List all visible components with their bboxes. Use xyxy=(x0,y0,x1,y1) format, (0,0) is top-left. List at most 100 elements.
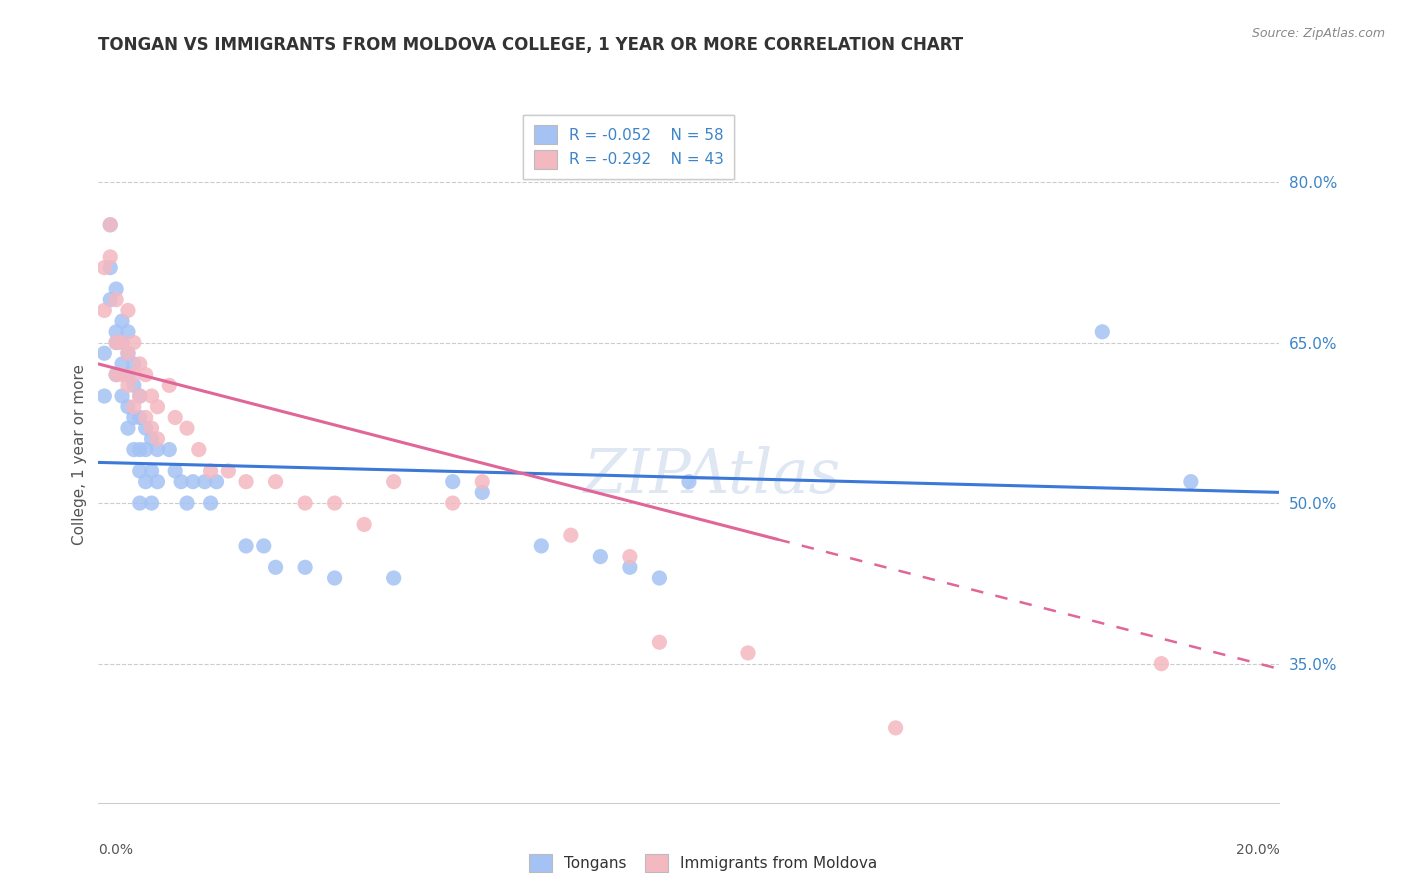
Point xyxy=(165,464,187,478)
Point xyxy=(146,432,169,446)
Point xyxy=(165,410,187,425)
Point xyxy=(105,282,128,296)
Point xyxy=(530,539,553,553)
Point xyxy=(111,335,134,350)
Point xyxy=(117,400,139,414)
Point xyxy=(128,442,150,457)
Point xyxy=(105,335,128,350)
Point xyxy=(98,250,121,264)
Point xyxy=(122,442,145,457)
Point xyxy=(111,368,134,382)
Point xyxy=(122,335,145,350)
Point xyxy=(471,485,494,500)
Point xyxy=(170,475,193,489)
Point xyxy=(157,442,180,457)
Point xyxy=(194,475,217,489)
Point xyxy=(128,357,150,371)
Point xyxy=(117,325,139,339)
Point xyxy=(1150,657,1173,671)
Point xyxy=(253,539,276,553)
Point xyxy=(141,464,163,478)
Legend: Tongans, Immigrants from Moldova: Tongans, Immigrants from Moldova xyxy=(522,846,884,880)
Point xyxy=(93,389,115,403)
Point xyxy=(128,410,150,425)
Point xyxy=(353,517,375,532)
Point xyxy=(217,464,239,478)
Point xyxy=(93,303,115,318)
Point xyxy=(471,475,494,489)
Point xyxy=(678,475,700,489)
Point xyxy=(128,389,150,403)
Point xyxy=(146,442,169,457)
Point xyxy=(117,346,139,360)
Point xyxy=(117,303,139,318)
Point xyxy=(117,378,139,392)
Point xyxy=(884,721,907,735)
Point xyxy=(294,496,316,510)
Point xyxy=(294,560,316,574)
Point xyxy=(93,346,115,360)
Point xyxy=(105,325,128,339)
Point xyxy=(105,368,128,382)
Point xyxy=(98,218,121,232)
Point xyxy=(141,389,163,403)
Text: TONGAN VS IMMIGRANTS FROM MOLDOVA COLLEGE, 1 YEAR OR MORE CORRELATION CHART: TONGAN VS IMMIGRANTS FROM MOLDOVA COLLEG… xyxy=(98,36,963,54)
Point xyxy=(135,442,157,457)
Point xyxy=(93,260,115,275)
Point xyxy=(122,357,145,371)
Point xyxy=(264,560,287,574)
Point xyxy=(105,293,128,307)
Point xyxy=(200,464,222,478)
Point xyxy=(135,421,157,435)
Point xyxy=(441,496,464,510)
Point xyxy=(157,378,180,392)
Point xyxy=(737,646,759,660)
Point xyxy=(382,475,405,489)
Point xyxy=(187,442,209,457)
Point xyxy=(589,549,612,564)
Text: Source: ZipAtlas.com: Source: ZipAtlas.com xyxy=(1251,27,1385,40)
Point xyxy=(105,368,128,382)
Point xyxy=(122,368,145,382)
Point xyxy=(128,496,150,510)
Point xyxy=(111,335,134,350)
Point xyxy=(200,496,222,510)
Point xyxy=(111,314,134,328)
Point xyxy=(1180,475,1202,489)
Point xyxy=(122,410,145,425)
Point xyxy=(176,496,198,510)
Point xyxy=(146,400,169,414)
Point xyxy=(323,496,346,510)
Point xyxy=(98,293,121,307)
Point xyxy=(117,368,139,382)
Point xyxy=(648,571,671,585)
Point xyxy=(235,539,257,553)
Text: 20.0%: 20.0% xyxy=(1236,843,1279,857)
Point xyxy=(135,475,157,489)
Point xyxy=(141,496,163,510)
Legend: R = -0.052    N = 58, R = -0.292    N = 43: R = -0.052 N = 58, R = -0.292 N = 43 xyxy=(523,115,734,179)
Point xyxy=(146,475,169,489)
Point xyxy=(560,528,582,542)
Point xyxy=(122,378,145,392)
Point xyxy=(648,635,671,649)
Point xyxy=(122,400,145,414)
Point xyxy=(105,335,128,350)
Point xyxy=(323,571,346,585)
Point xyxy=(128,389,150,403)
Point xyxy=(264,475,287,489)
Point xyxy=(181,475,204,489)
Point xyxy=(117,421,139,435)
Point xyxy=(141,432,163,446)
Point xyxy=(135,410,157,425)
Text: 0.0%: 0.0% xyxy=(98,843,134,857)
Point xyxy=(619,560,641,574)
Y-axis label: College, 1 year or more: College, 1 year or more xyxy=(72,365,87,545)
Point xyxy=(235,475,257,489)
Point xyxy=(98,218,121,232)
Point xyxy=(441,475,464,489)
Point xyxy=(141,421,163,435)
Point xyxy=(1091,325,1114,339)
Point xyxy=(117,346,139,360)
Point xyxy=(111,389,134,403)
